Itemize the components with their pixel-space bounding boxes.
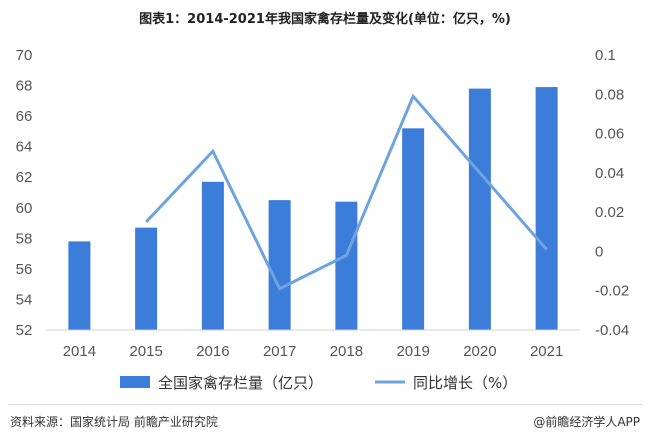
x-tick-label: 2021 [530,343,563,360]
bar-2019 [402,128,425,330]
bar-2014 [68,241,91,330]
y-left-tick-label: 66 [16,108,33,125]
chart-title: 图表1：2014-2021年我国家禽存栏量及变化(单位：亿只，%) [139,12,511,27]
credit-note: @前瞻经济学人APP [533,415,640,429]
y-left-tick-label: 54 [16,291,33,308]
x-tick-label: 2017 [263,343,296,360]
footer-divider [8,404,642,405]
x-tick-label: 2015 [129,343,162,360]
x-tick-label: 2014 [63,343,96,360]
y-right-tick-label: 0.08 [595,86,624,103]
x-tick-label: 2020 [463,343,496,360]
y-right-tick-label: -0.04 [595,322,629,339]
y-left-tick-label: 58 [16,230,33,247]
x-tick-label: 2019 [396,343,429,360]
legend-bar-swatch [120,376,150,388]
bar-2018 [335,201,358,330]
y-left-tick-label: 62 [16,169,33,186]
y-right-tick-label: 0.1 [595,47,616,64]
x-tick-label: 2016 [196,343,229,360]
y-left-tick-label: 64 [16,139,33,156]
y-left-tick-label: 68 [16,78,33,95]
y-right-tick-label: -0.02 [595,283,629,300]
bar-2021 [535,87,558,330]
bar-2016 [201,181,224,330]
growth-line [145,93,548,291]
legend-line-label: 同比增长（%） [413,374,517,392]
y-right-tick-label: 0.06 [595,126,624,143]
y-right-tick-label: 0.02 [595,204,624,221]
bar-2015 [135,227,158,330]
bar-2017 [268,200,291,330]
y-left-tick-label: 56 [16,261,33,278]
legend-bar-label: 全国家禽存栏量（亿只） [158,374,323,392]
y-right-tick-label: 0 [595,243,603,260]
y-left-tick-label: 60 [16,200,33,217]
y-left-tick-label: 70 [16,47,33,64]
source-note: 资料来源：国家统计局 前瞻产业研究院 [10,415,218,429]
x-tick-label: 2018 [330,343,363,360]
bar-2020 [468,88,491,330]
y-right-tick-label: 0.04 [595,165,624,182]
y-left-tick-label: 52 [16,322,33,339]
